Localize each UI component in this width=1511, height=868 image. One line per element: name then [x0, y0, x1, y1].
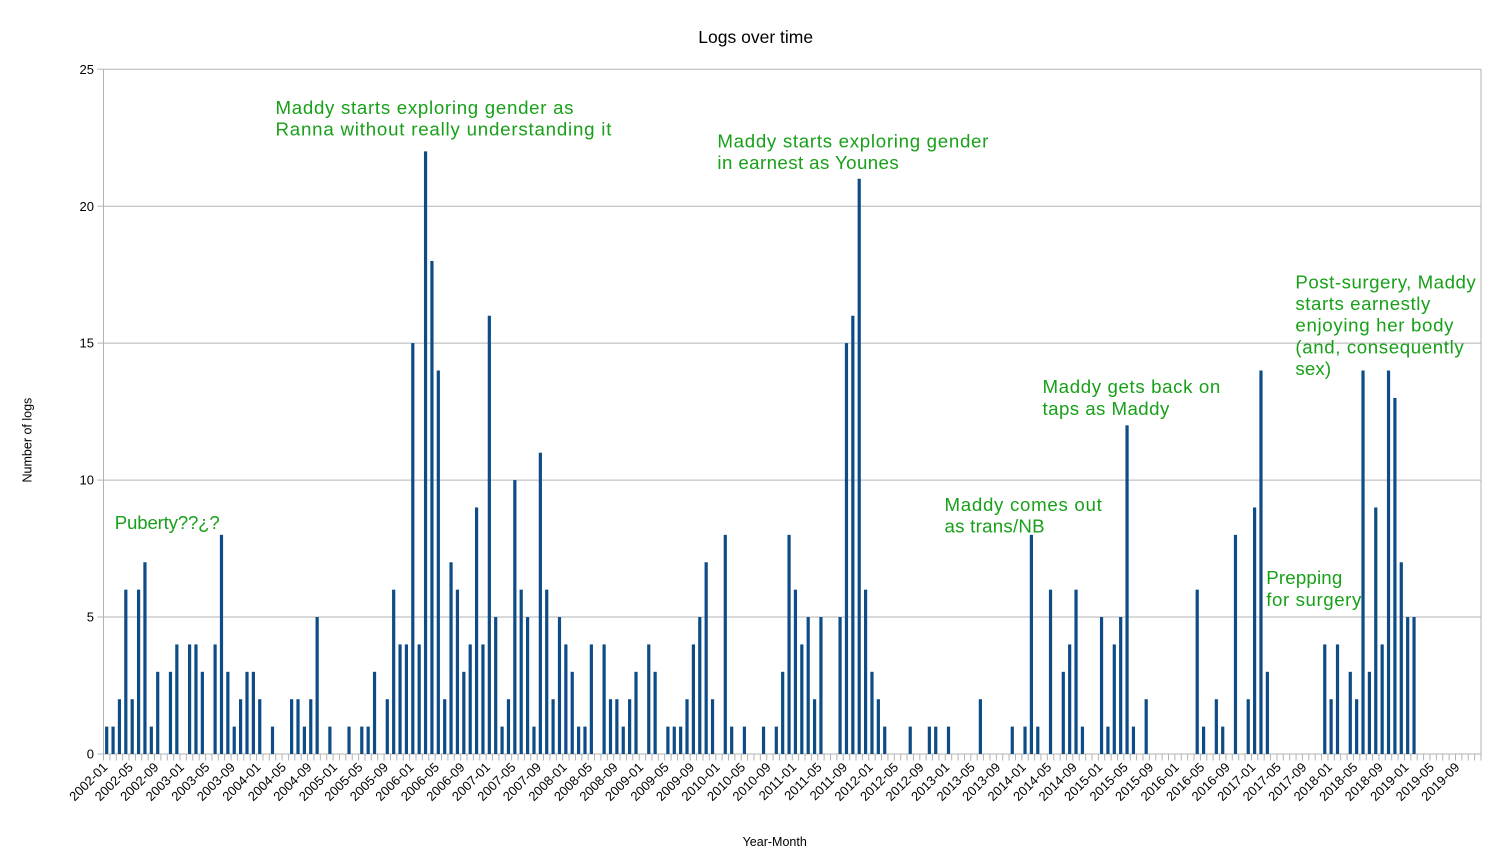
svg-text:Maddy comes out: Maddy comes out: [945, 494, 1103, 515]
svg-text:10: 10: [80, 473, 94, 488]
svg-text:enjoying her body: enjoying her body: [1295, 315, 1454, 336]
svg-text:sex): sex): [1295, 358, 1331, 379]
svg-text:(and, consequently: (and, consequently: [1295, 336, 1464, 357]
svg-text:for surgery: for surgery: [1266, 589, 1362, 610]
svg-text:15: 15: [80, 336, 94, 351]
svg-text:Logs over time: Logs over time: [698, 27, 813, 47]
svg-text:Puberty??¿?: Puberty??¿?: [115, 512, 220, 533]
svg-text:20: 20: [80, 199, 94, 214]
svg-text:Number of logs: Number of logs: [21, 398, 35, 483]
svg-text:Year-Month: Year-Month: [743, 835, 807, 849]
svg-text:in earnest as Younes: in earnest as Younes: [717, 152, 899, 173]
svg-text:Maddy starts exploring gender: Maddy starts exploring gender as: [276, 97, 575, 118]
svg-text:25: 25: [80, 62, 94, 77]
svg-text:Maddy starts exploring gender: Maddy starts exploring gender: [717, 131, 989, 152]
svg-text:Prepping: Prepping: [1266, 567, 1342, 588]
svg-text:as trans/NB: as trans/NB: [945, 516, 1045, 537]
svg-text:5: 5: [87, 610, 94, 625]
svg-text:Post-surgery, Maddy: Post-surgery, Maddy: [1295, 271, 1476, 292]
svg-text:taps as Maddy: taps as Maddy: [1043, 398, 1170, 419]
svg-text:0: 0: [87, 747, 94, 762]
svg-text:starts earnestly: starts earnestly: [1295, 293, 1431, 314]
svg-text:Ranna without really understan: Ranna without really understanding it: [276, 119, 613, 140]
svg-text:Maddy gets back on: Maddy gets back on: [1043, 376, 1221, 397]
